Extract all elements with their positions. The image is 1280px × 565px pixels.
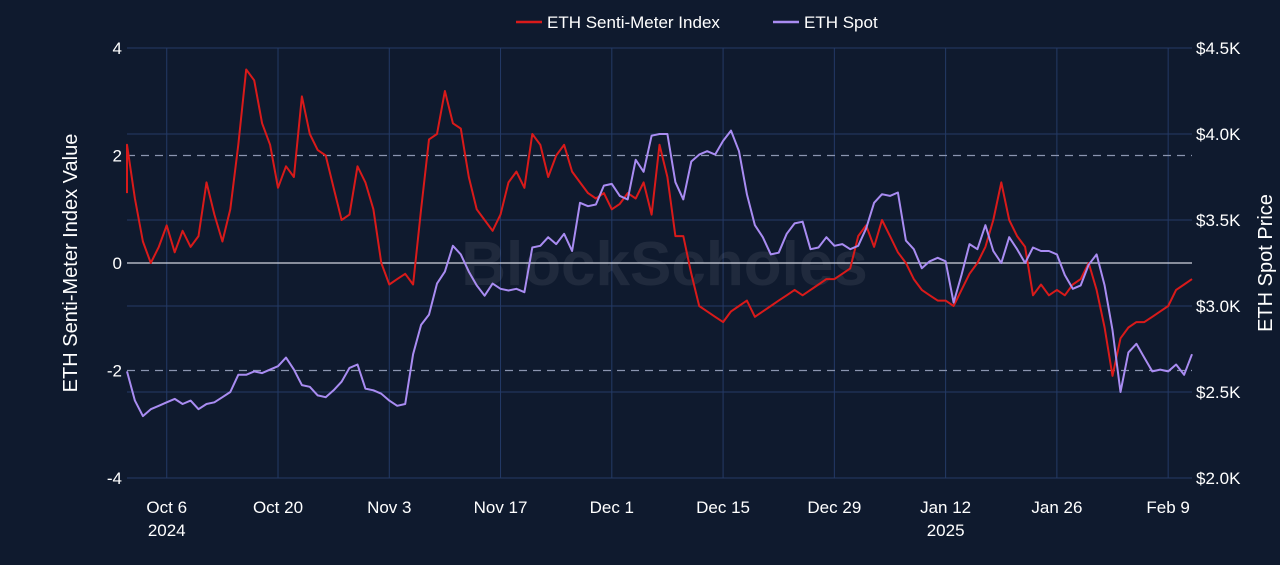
x-tick-label: Nov 3 xyxy=(367,498,411,517)
x-tick-label: Oct 6 xyxy=(146,498,187,517)
legend[interactable]: ETH Senti-Meter Index ETH Spot xyxy=(516,13,878,32)
x-tick-label: Jan 12 xyxy=(920,498,971,517)
reference-lines xyxy=(127,154,1192,372)
legend-item-senti-meter[interactable]: ETH Senti-Meter Index xyxy=(516,13,720,32)
left-tick-label: -4 xyxy=(107,469,122,488)
series-lines xyxy=(126,68,1193,418)
x-axis: Oct 6 2024 Oct 20 Nov 3 Nov 17 Dec 1 Dec 15 Dec… xyxy=(146,498,1189,540)
x-tick-label: Dec 15 xyxy=(696,498,750,517)
left-axis-title: ETH Senti-Meter Index Value xyxy=(60,134,82,393)
watermark: BlockScholes xyxy=(461,230,868,299)
left-tick-label: 0 xyxy=(113,254,122,273)
x-tick-label: Nov 17 xyxy=(474,498,528,517)
eth-spot-line xyxy=(126,129,1193,418)
legend-item-eth-spot[interactable]: ETH Spot xyxy=(773,13,878,32)
right-tick-label: $4.0K xyxy=(1196,125,1241,144)
x-tick-label: Dec 1 xyxy=(590,498,634,517)
x-tick-label: Feb 9 xyxy=(1146,498,1189,517)
right-y-axis: $2.0K $2.5K $3.0K $3.5K $4.0K $4.5K xyxy=(1196,39,1241,488)
right-tick-label: $2.0K xyxy=(1196,469,1241,488)
left-tick-label: -2 xyxy=(107,362,122,381)
x-tick-year-label: 2024 xyxy=(148,521,186,540)
x-tick-label: Oct 20 xyxy=(253,498,303,517)
senti-meter-line xyxy=(126,68,1193,377)
legend-label: ETH Senti-Meter Index xyxy=(547,13,720,32)
legend-label: ETH Spot xyxy=(804,13,878,32)
left-y-axis: -4 -2 0 2 4 xyxy=(107,39,122,488)
right-tick-label: $3.0K xyxy=(1196,297,1241,316)
left-tick-label: 4 xyxy=(113,39,122,58)
x-tick-year-label: 2025 xyxy=(927,521,965,540)
left-tick-label: 2 xyxy=(113,147,122,166)
right-tick-label: $3.5K xyxy=(1196,211,1241,230)
right-tick-label: $4.5K xyxy=(1196,39,1241,58)
x-tick-label: Dec 29 xyxy=(807,498,861,517)
right-tick-label: $2.5K xyxy=(1196,383,1241,402)
right-axis-title: ETH Spot Price xyxy=(1255,194,1277,332)
x-tick-label: Jan 26 xyxy=(1031,498,1082,517)
